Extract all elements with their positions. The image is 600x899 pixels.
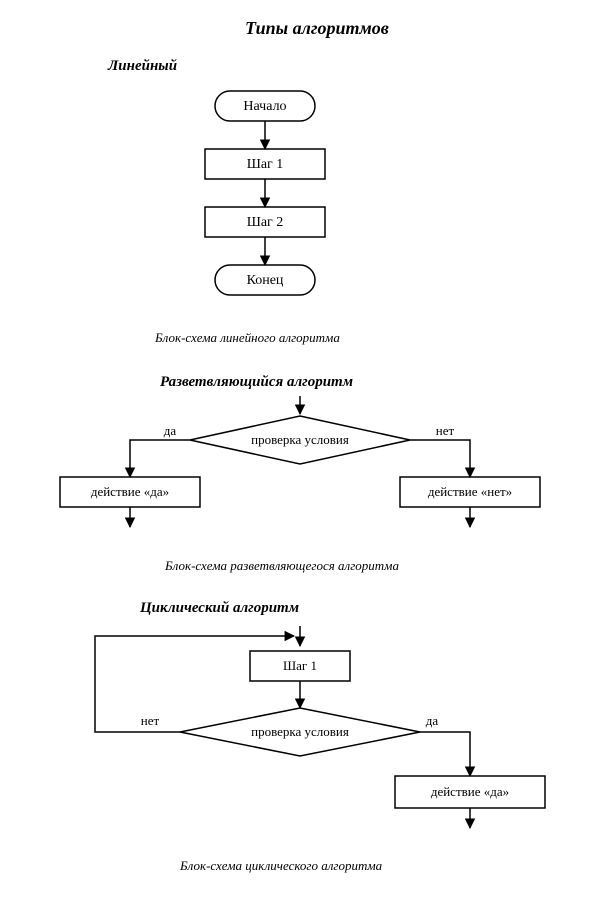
svg-text:действие «да»: действие «да» <box>91 484 169 499</box>
svg-text:Начало: Начало <box>243 99 286 114</box>
branching-flowchart: проверка условия да нет действие «да» действ… <box>60 396 540 527</box>
svg-text:Конец: Конец <box>247 273 284 288</box>
svg-text:действие «нет»: действие «нет» <box>428 484 512 499</box>
diagram-canvas: Начало Шаг 1 Шаг 2 Конец проверка условия да… <box>0 0 600 899</box>
svg-text:нет: нет <box>436 423 455 438</box>
svg-text:Шаг 1: Шаг 1 <box>283 658 317 673</box>
cyclic-flowchart: Шаг 1 проверка условия да нет действие «да» <box>95 626 545 828</box>
svg-text:действие «да»: действие «да» <box>431 784 509 799</box>
linear-flowchart: Начало Шаг 1 Шаг 2 Конец <box>205 91 325 295</box>
svg-text:проверка условия: проверка условия <box>251 724 349 739</box>
svg-text:Шаг 1: Шаг 1 <box>247 157 284 172</box>
svg-text:проверка условия: проверка условия <box>251 432 349 447</box>
svg-text:да: да <box>164 423 177 438</box>
svg-text:нет: нет <box>141 713 160 728</box>
svg-text:Шаг 2: Шаг 2 <box>247 215 284 230</box>
svg-text:да: да <box>426 713 439 728</box>
